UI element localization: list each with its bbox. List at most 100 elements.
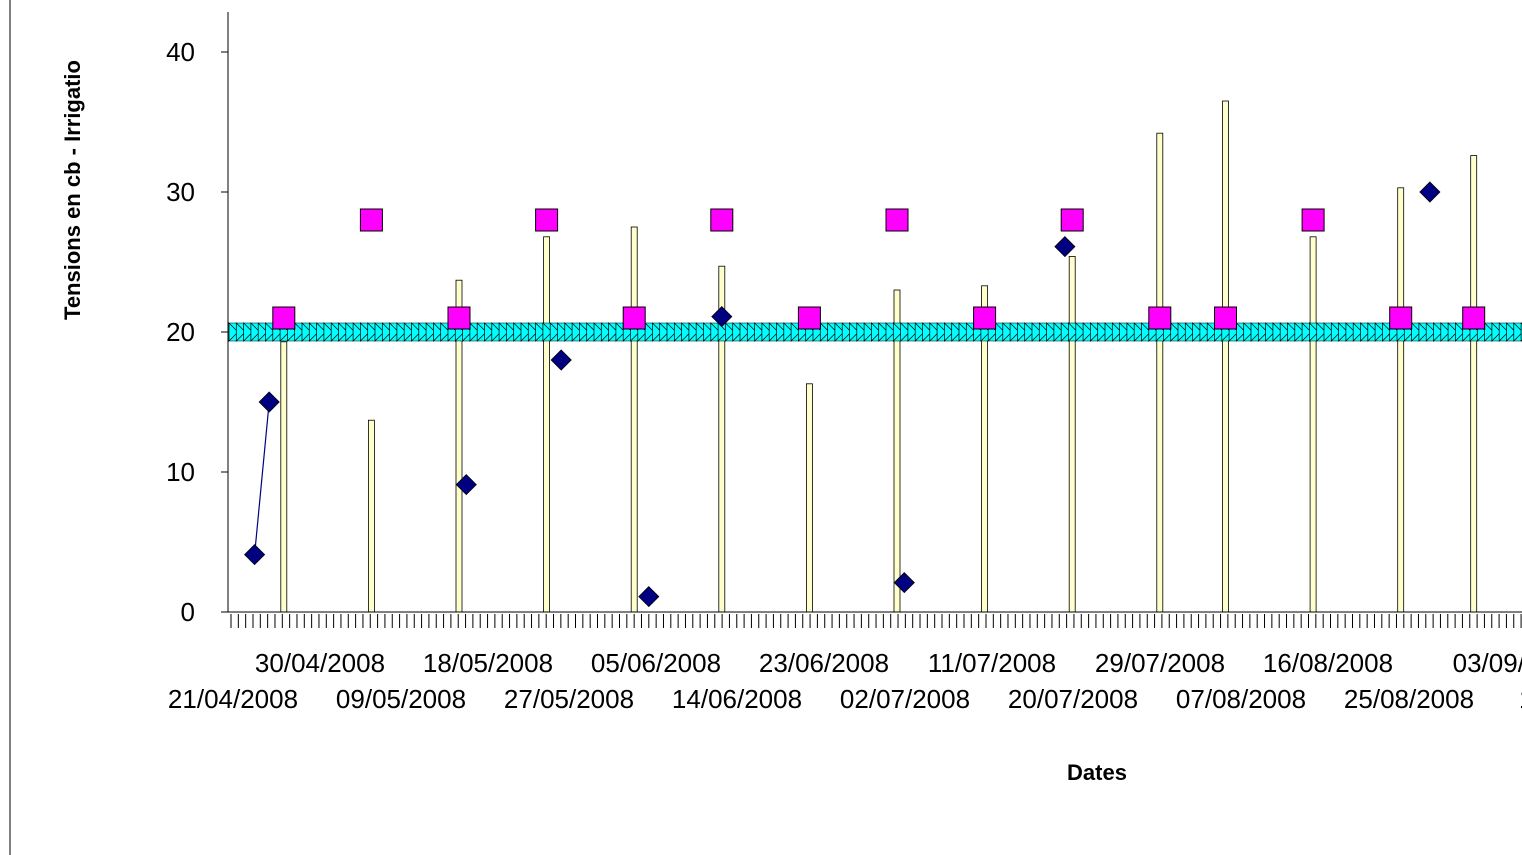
x-tick-label-bottom-3: 14/06/2008	[672, 684, 802, 714]
y-tick-label-3: 30	[166, 177, 195, 207]
threshold-marker-158	[1382, 322, 1392, 342]
threshold-marker-61	[673, 322, 684, 342]
threshold-marker-138	[1236, 322, 1246, 342]
threshold-marker-148	[1309, 322, 1319, 342]
x-tick-label-bottom-0: 21/04/2008	[168, 684, 298, 714]
y-tick-label-4: 40	[166, 37, 195, 67]
threshold-marker-29	[440, 322, 451, 342]
threshold-marker-91	[892, 322, 903, 342]
threshold-marker-65	[703, 322, 713, 342]
threshold-marker-15	[338, 322, 348, 342]
x-tick-label-top-1: 18/05/2008	[423, 648, 553, 678]
threshold-marker-52	[608, 322, 619, 342]
square-marker-7	[885, 208, 909, 232]
threshold-marker-82	[827, 322, 838, 342]
threshold-marker-44	[549, 322, 560, 342]
threshold-marker-14	[330, 322, 341, 342]
square-marker-14	[1462, 306, 1486, 330]
diamond-marker-2	[455, 474, 477, 496]
bar-13	[1397, 187, 1405, 613]
x-tick-label-bottom-1: 09/05/2008	[336, 684, 466, 714]
x-tick-label-bottom-4: 02/07/2008	[840, 684, 970, 714]
threshold-marker-146	[1294, 322, 1305, 342]
threshold-marker-117	[1082, 322, 1093, 342]
threshold-marker-134	[1206, 322, 1217, 342]
square-marker-4	[622, 306, 646, 330]
diamond-marker-0	[244, 544, 266, 566]
threshold-marker-147	[1301, 322, 1312, 342]
threshold-marker-76	[783, 322, 794, 342]
threshold-marker-18	[360, 322, 370, 342]
threshold-marker-150	[1323, 322, 1334, 342]
x-tick-label-bottom-5: 20/07/2008	[1008, 684, 1138, 714]
threshold-marker-166	[1440, 322, 1451, 342]
threshold-marker-41	[527, 322, 538, 342]
x-axis-title: Dates	[1067, 760, 1127, 785]
threshold-marker-10	[301, 322, 312, 342]
square-marker-12	[1301, 208, 1325, 232]
threshold-marker-11	[308, 322, 319, 342]
threshold-marker-133	[1199, 322, 1210, 342]
threshold-marker-144	[1279, 322, 1290, 342]
threshold-marker-46	[564, 322, 575, 342]
threshold-marker-175	[1506, 322, 1516, 342]
threshold-marker-124	[1133, 322, 1144, 342]
threshold-marker-60	[666, 322, 677, 342]
threshold-marker-26	[418, 322, 429, 342]
threshold-marker-66	[710, 322, 721, 342]
threshold-marker-109	[1024, 322, 1035, 342]
diamond-marker-7	[1054, 236, 1076, 258]
threshold-marker-125	[1141, 322, 1151, 342]
bar-10	[1156, 132, 1164, 613]
y-tick-label-1: 10	[166, 457, 195, 487]
threshold-marker-96	[929, 322, 940, 342]
bar-11	[1222, 100, 1229, 613]
threshold-marker-114	[1060, 322, 1071, 342]
threshold-marker-145	[1287, 322, 1297, 342]
square-marker-9	[1060, 208, 1084, 232]
threshold-marker-62	[681, 322, 692, 342]
threshold-marker-75	[776, 322, 786, 342]
threshold-marker-105	[995, 322, 1005, 342]
threshold-marker-21	[381, 322, 392, 342]
threshold-marker-57	[644, 322, 655, 342]
threshold-marker-123	[1126, 322, 1137, 342]
threshold-marker-120	[1104, 322, 1115, 342]
threshold-marker-153	[1345, 322, 1356, 342]
threshold-marker-59	[659, 322, 670, 342]
threshold-marker-63	[688, 322, 699, 342]
threshold-marker-106	[1002, 322, 1013, 342]
bar-3	[543, 236, 550, 613]
threshold-marker-40	[520, 322, 531, 342]
threshold-marker-0	[228, 322, 239, 342]
threshold-marker-36	[491, 322, 502, 342]
threshold-marker-165	[1433, 322, 1443, 342]
threshold-marker-149	[1316, 322, 1327, 342]
threshold-marker-34	[476, 322, 487, 342]
threshold-marker-101	[965, 322, 976, 342]
threshold-marker-164	[1425, 322, 1436, 342]
threshold-marker-87	[863, 322, 874, 342]
threshold-marker-131	[1184, 322, 1195, 342]
threshold-marker-4	[257, 322, 268, 342]
threshold-marker-172	[1484, 322, 1495, 342]
x-tick-label-top-3: 23/06/2008	[759, 648, 889, 678]
x-tick-label-bottom-6: 07/08/2008	[1176, 684, 1306, 714]
threshold-marker-71	[746, 322, 757, 342]
threshold-marker-94	[914, 322, 925, 342]
threshold-marker-122	[1119, 322, 1130, 342]
threshold-marker-152	[1338, 322, 1349, 342]
threshold-marker-115	[1068, 322, 1078, 342]
diamond-marker-1	[258, 391, 280, 413]
x-tick-label-bottom-2: 27/05/2008	[504, 684, 634, 714]
threshold-marker-84	[841, 322, 852, 342]
square-marker-5	[710, 208, 734, 232]
x-tick-label-top-6: 16/08/2008	[1263, 648, 1393, 678]
threshold-marker-39	[513, 322, 524, 342]
threshold-marker-24	[403, 322, 414, 342]
threshold-marker-100	[958, 322, 969, 342]
diamond-series-line	[254, 401, 270, 555]
plot-area	[227, 100, 1522, 613]
bar-14	[1470, 155, 1478, 613]
